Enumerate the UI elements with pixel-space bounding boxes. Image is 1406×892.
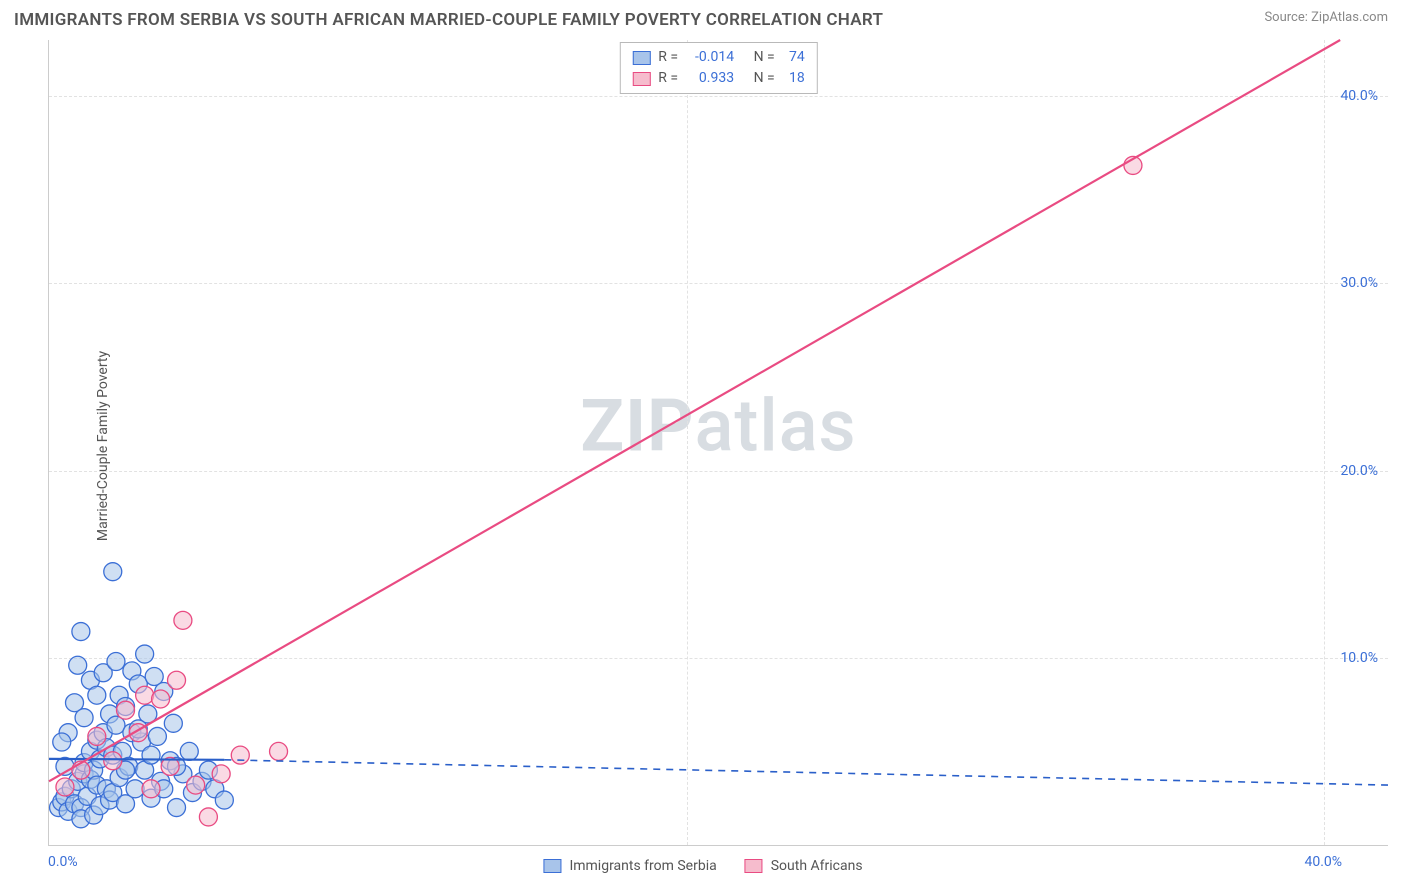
data-point-south_africa [168, 671, 186, 689]
data-point-serbia [180, 742, 198, 760]
data-point-south_africa [142, 780, 160, 798]
data-point-serbia [215, 791, 233, 809]
data-point-serbia [88, 686, 106, 704]
chart-plot-area: ZIPatlas R = -0.014 N = 74 R = 0.933 N =… [48, 40, 1388, 846]
swatch-south-africa [632, 72, 650, 86]
x-axis-origin-tick: 0.0% [48, 854, 78, 870]
r-value-serbia: -0.014 [686, 47, 734, 68]
data-point-serbia [148, 727, 166, 745]
data-point-serbia [107, 653, 125, 671]
source-attribution: Source: ZipAtlas.com [1264, 10, 1388, 25]
data-point-serbia [53, 733, 71, 751]
r-label: R = [658, 47, 678, 68]
stats-row-serbia: R = -0.014 N = 74 [632, 47, 804, 68]
legend-label-serbia: Immigrants from Serbia [569, 858, 716, 874]
x-tick-label: 40.0% [1304, 854, 1342, 870]
data-point-serbia [75, 709, 93, 727]
n-label: N = [754, 47, 775, 68]
n-label: N = [754, 68, 775, 89]
correlation-stats-box: R = -0.014 N = 74 R = 0.933 N = 18 [619, 42, 817, 94]
chart-title: IMMIGRANTS FROM SERBIA VS SOUTH AFRICAN … [14, 10, 883, 30]
data-point-south_africa [199, 808, 217, 826]
y-tick-label: 10.0% [1340, 650, 1378, 666]
data-point-south_africa [231, 746, 249, 764]
data-point-south_africa [104, 752, 122, 770]
data-point-south_africa [56, 778, 74, 796]
y-tick-label: 30.0% [1340, 275, 1378, 291]
data-point-serbia [104, 563, 122, 581]
n-value-south-africa: 18 [783, 68, 805, 89]
data-point-serbia [164, 714, 182, 732]
r-value-south-africa: 0.933 [686, 68, 734, 89]
data-point-serbia [72, 623, 90, 641]
data-point-south_africa [212, 765, 230, 783]
data-point-serbia [168, 799, 186, 817]
data-point-south_africa [174, 611, 192, 629]
legend-item-south-africa: South Africans [745, 858, 863, 874]
data-point-serbia [69, 656, 87, 674]
data-point-south_africa [136, 686, 154, 704]
data-point-south_africa [187, 776, 205, 794]
source-name: ZipAtlas.com [1311, 10, 1388, 25]
r-label: R = [658, 68, 678, 89]
swatch-serbia [632, 51, 650, 65]
data-point-south_africa [152, 690, 170, 708]
legend-label-south-africa: South Africans [771, 858, 863, 874]
y-tick-label: 40.0% [1340, 88, 1378, 104]
stats-row-south-africa: R = 0.933 N = 18 [632, 68, 804, 89]
scatter-plot-svg [49, 40, 1388, 845]
data-point-south_africa [117, 701, 135, 719]
y-tick-label: 20.0% [1340, 463, 1378, 479]
legend-item-serbia: Immigrants from Serbia [543, 858, 716, 874]
legend: Immigrants from Serbia South Africans [543, 858, 862, 874]
data-point-south_africa [270, 742, 288, 760]
legend-swatch-south-africa [745, 859, 763, 873]
n-value-serbia: 74 [783, 47, 805, 68]
legend-swatch-serbia [543, 859, 561, 873]
data-point-serbia [136, 645, 154, 663]
data-point-serbia [142, 746, 160, 764]
source-label: Source: [1264, 10, 1307, 25]
data-point-south_africa [88, 727, 106, 745]
